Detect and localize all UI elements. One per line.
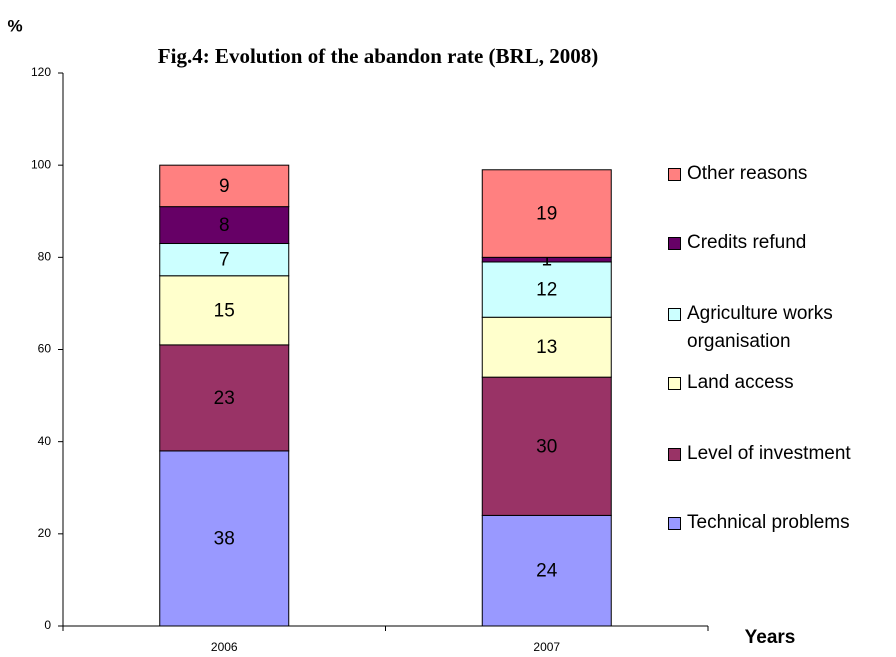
legend-label: Technical problems <box>687 512 850 533</box>
legend-item: Land access <box>668 369 894 397</box>
legend-label: Credits refund <box>687 232 807 253</box>
bar-segment <box>481 261 612 318</box>
legend-item: Other reasons <box>668 160 894 188</box>
legend-swatch <box>668 308 681 321</box>
legend-label: Other reasons <box>687 163 808 184</box>
value-label: 15 <box>214 300 235 321</box>
y-tick-label: 120 <box>31 65 51 79</box>
value-label: 1 <box>541 250 552 271</box>
x-axis-label: Years <box>745 627 796 648</box>
legend-swatch <box>668 517 681 530</box>
legend-label: Level of investment <box>687 443 851 464</box>
bar-segment <box>481 169 612 258</box>
y-tick-label: 80 <box>38 250 52 264</box>
y-tick-label: 60 <box>38 342 52 356</box>
y-tick-label: 40 <box>38 434 52 448</box>
x-tick-label: 2006 <box>211 640 238 654</box>
value-label: 19 <box>536 204 557 225</box>
value-label: 38 <box>214 528 235 549</box>
bar-segment <box>159 164 290 208</box>
legend-item: Technical problems <box>668 509 894 537</box>
legend-item: Credits refund <box>668 229 894 257</box>
y-tick-label: 100 <box>31 157 51 171</box>
y-tick-label: 20 <box>38 526 52 540</box>
legend-swatch <box>668 377 681 390</box>
value-label: 24 <box>536 561 558 582</box>
value-label: 8 <box>219 215 230 236</box>
legend-item: Level of investment <box>668 440 894 468</box>
legend-item: Agriculture works organisation <box>668 300 894 356</box>
bar-segment <box>159 275 290 346</box>
legend-label: Land access <box>687 372 794 393</box>
bar-segment <box>159 344 290 452</box>
bar-segment <box>159 450 290 627</box>
value-label: 7 <box>219 250 230 271</box>
bar-segment <box>159 206 290 245</box>
value-label: 12 <box>536 280 557 301</box>
value-label: 23 <box>214 388 235 409</box>
legend-label: Agriculture works organisation <box>687 303 833 352</box>
bar-segment <box>481 376 612 516</box>
legend-swatch <box>668 237 681 250</box>
y-axis-label: % <box>7 16 22 35</box>
y-tick-label: 0 <box>44 618 51 632</box>
value-label: 9 <box>219 176 230 197</box>
legend-swatch <box>668 168 681 181</box>
value-label: 13 <box>536 337 557 358</box>
bar-segment <box>481 316 612 378</box>
bar-segment <box>481 514 612 627</box>
legend-swatch <box>668 448 681 461</box>
x-tick-label: 2007 <box>533 640 560 654</box>
chart-title: Fig.4: Evolution of the abandon rate (BR… <box>158 44 598 68</box>
value-label: 30 <box>536 436 557 457</box>
